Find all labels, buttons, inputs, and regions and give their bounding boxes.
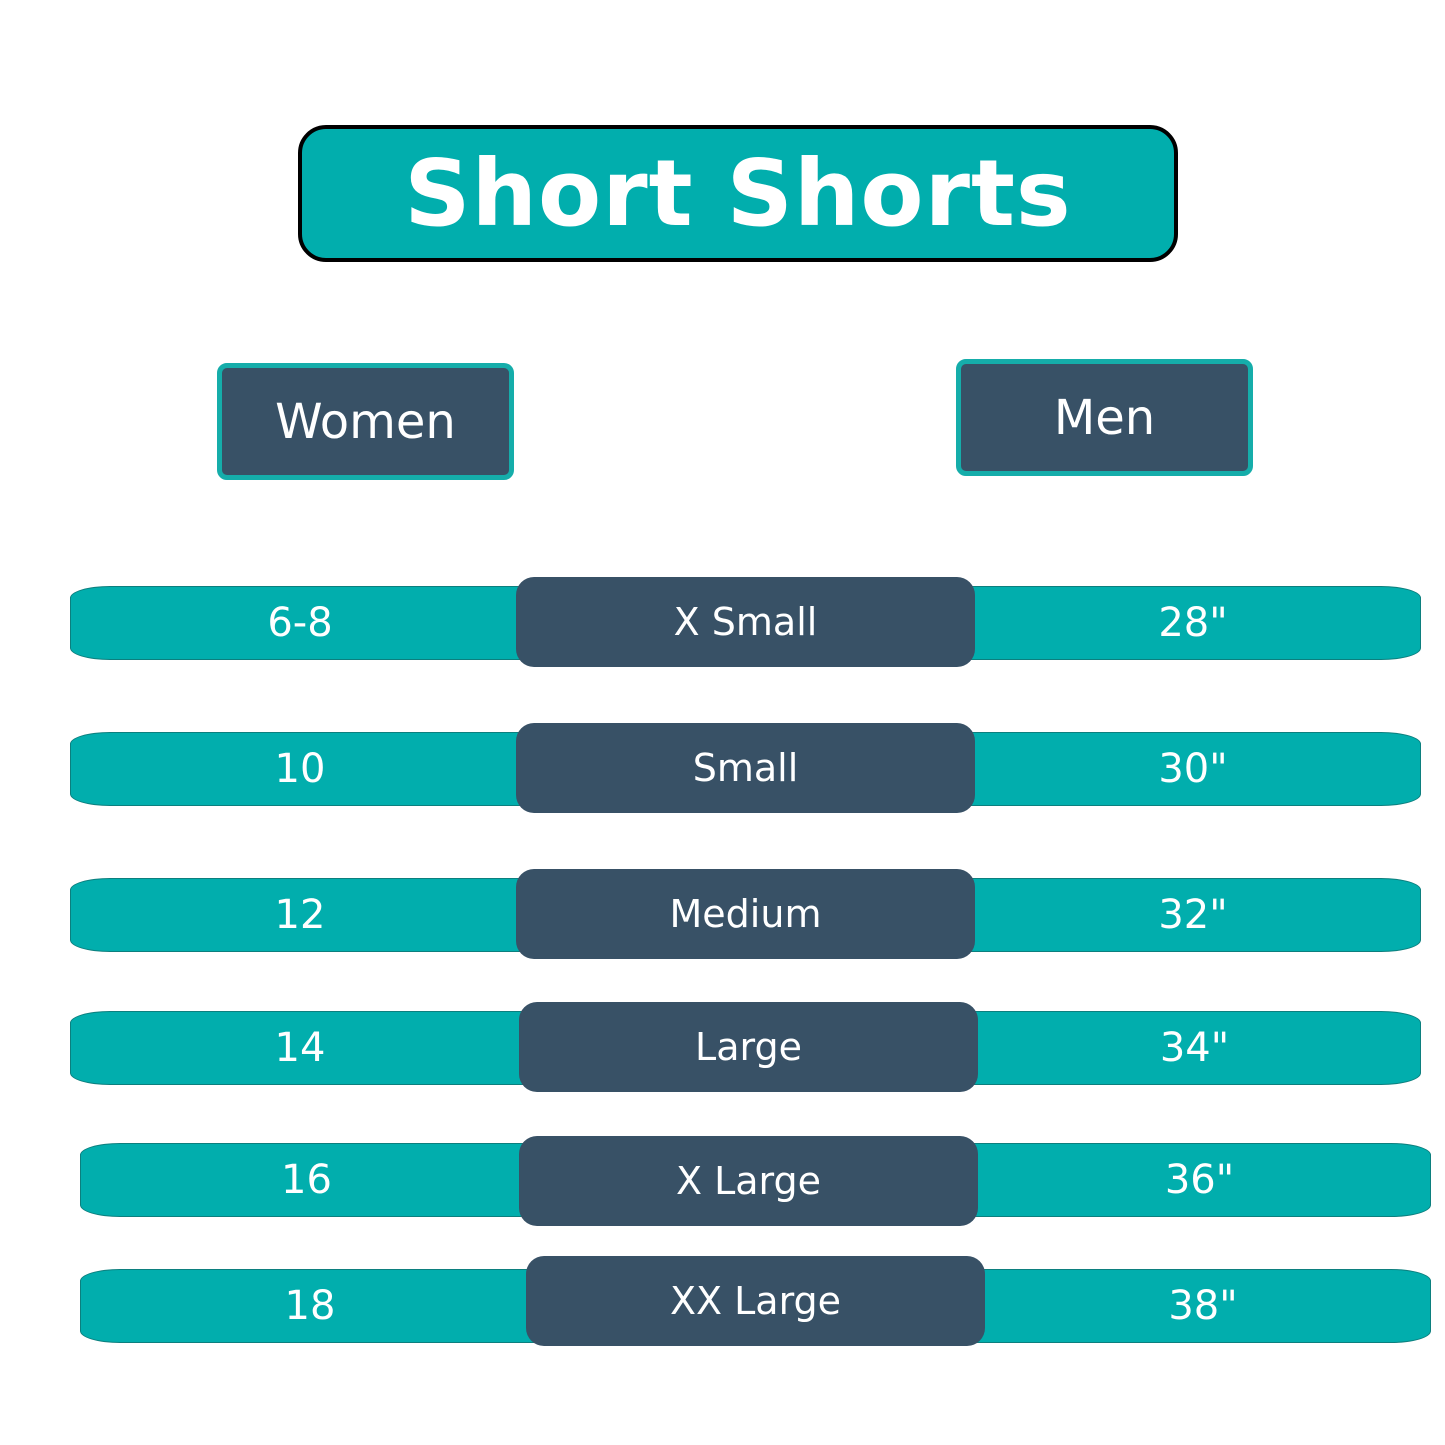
chart-title: Short Shorts — [298, 125, 1178, 262]
size-label: XX Large — [526, 1256, 985, 1346]
women-size-cell: 12 — [70, 878, 530, 952]
size-label: X Large — [519, 1136, 978, 1226]
women-size-cell: 6-8 — [70, 586, 530, 660]
women-size-cell: 16 — [80, 1143, 533, 1217]
men-size-cell: 36" — [968, 1143, 1431, 1217]
men-size-cell: 30" — [965, 732, 1421, 806]
men-size-cell: 32" — [965, 878, 1421, 952]
men-size-cell: 28" — [965, 586, 1421, 660]
size-label: X Small — [516, 577, 975, 667]
men-size-cell: 34" — [968, 1011, 1421, 1085]
men-header: Men — [956, 359, 1253, 476]
men-size-cell: 38" — [975, 1269, 1431, 1343]
size-label: Large — [519, 1002, 978, 1092]
women-size-cell: 18 — [80, 1269, 540, 1343]
women-size-cell: 10 — [70, 732, 530, 806]
women-header: Women — [217, 363, 514, 480]
size-label: Medium — [516, 869, 975, 959]
size-label: Small — [516, 723, 975, 813]
women-size-cell: 14 — [70, 1011, 533, 1085]
